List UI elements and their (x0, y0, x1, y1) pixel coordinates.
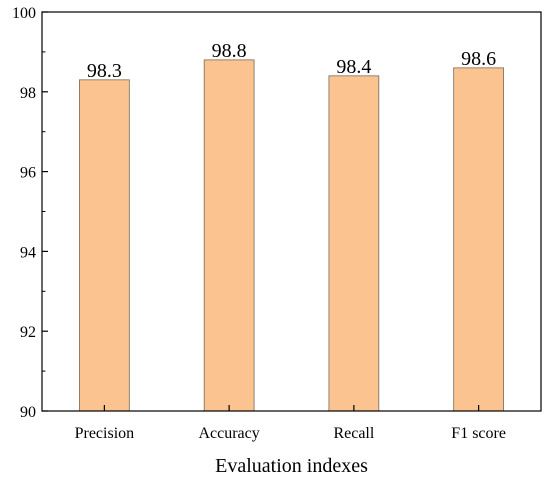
x-tick-label: Accuracy (198, 425, 259, 442)
x-axis-ticks: Precision Accuracy Recall F1 score (75, 405, 506, 442)
data-labels: 98.3 98.8 98.4 98.6 (87, 40, 496, 82)
bar-accuracy (203, 59, 255, 412)
x-axis-title: Evaluation indexes (215, 455, 368, 477)
y-tick-label: 92 (20, 324, 36, 341)
bar-f1-score (453, 67, 504, 412)
bar-value-label: 98.4 (336, 56, 371, 78)
x-tick-label: Recall (333, 425, 374, 442)
y-tick-label: 90 (20, 404, 36, 421)
plot-area-frame (41, 11, 542, 412)
bar-recall (328, 75, 380, 412)
y-tick-label: 98 (20, 85, 36, 102)
bar-value-label: 98.6 (461, 48, 496, 70)
y-tick-label: 94 (20, 244, 36, 261)
bars (79, 59, 504, 412)
x-tick-label: F1 score (451, 425, 506, 442)
y-tick-label: 100 (12, 5, 36, 22)
x-tick-label: Precision (75, 425, 135, 442)
bar-value-label: 98.3 (87, 60, 122, 82)
bar-value-label: 98.8 (212, 40, 247, 62)
y-tick-label: 96 (20, 165, 36, 182)
bar-precision (79, 79, 130, 412)
y-axis-ticks: 90 92 94 96 98 100 (12, 5, 48, 421)
